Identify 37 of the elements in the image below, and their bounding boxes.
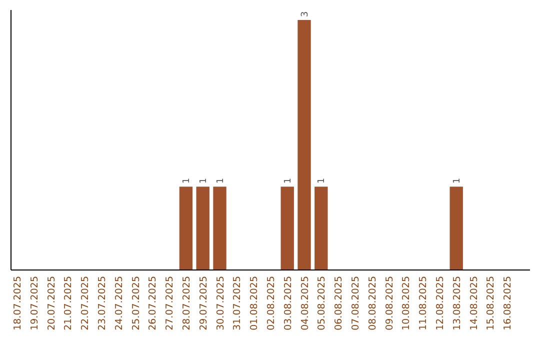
- x-tick-label: 05.08.2025: [316, 276, 328, 330]
- data-label: 1: [317, 178, 328, 184]
- x-tick-label: 19.07.2025: [29, 276, 40, 330]
- x-tick-label: 01.08.2025: [249, 276, 260, 330]
- x-tick-label: 09.08.2025: [384, 276, 396, 330]
- x-tick-label: 04.08.2025: [300, 276, 311, 330]
- x-tick-label: 31.07.2025: [232, 276, 244, 330]
- x-tick-label: 16.08.2025: [502, 276, 514, 330]
- x-tick-label: 30.07.2025: [215, 276, 226, 330]
- x-tick-label: 03.08.2025: [282, 276, 294, 330]
- x-tick-label: 08.08.2025: [367, 276, 378, 330]
- x-tick-label: 25.07.2025: [130, 276, 142, 330]
- data-label: 1: [182, 178, 192, 184]
- x-tick-label: 11.08.2025: [418, 276, 430, 330]
- x-tick-label: 15.08.2025: [486, 276, 497, 330]
- data-label: 1: [452, 178, 462, 184]
- x-tick-label: 12.08.2025: [434, 276, 446, 330]
- x-tick-label: 06.08.2025: [334, 276, 345, 330]
- x-tick-label: 13.08.2025: [452, 276, 463, 330]
- x-tick-label: 02.08.2025: [266, 276, 277, 330]
- x-tick-label: 22.07.2025: [80, 276, 92, 330]
- x-tick-label: 24.07.2025: [114, 276, 125, 330]
- data-label: 1: [216, 178, 226, 184]
- x-tick-label: 28.07.2025: [181, 276, 192, 330]
- x-tick-label: 18.07.2025: [12, 276, 24, 330]
- x-tick-label: 20.07.2025: [46, 276, 58, 330]
- data-label: 1: [198, 178, 209, 184]
- x-tick-label: 21.07.2025: [63, 276, 74, 330]
- data-label: 3: [300, 11, 310, 17]
- x-tick-label: 07.08.2025: [350, 276, 362, 330]
- x-tick-label: 27.07.2025: [164, 276, 176, 330]
- x-tick-label: 10.08.2025: [401, 276, 412, 330]
- x-tick-label: 23.07.2025: [96, 276, 108, 330]
- x-tick-label: 29.07.2025: [198, 276, 210, 330]
- data-label: 1: [283, 178, 294, 184]
- x-tick-label: 14.08.2025: [468, 276, 480, 330]
- x-tick-label: 26.07.2025: [148, 276, 159, 330]
